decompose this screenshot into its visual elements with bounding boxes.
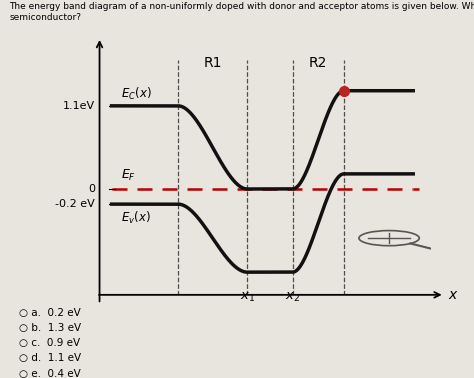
- Text: ○ e.  0.4 eV: ○ e. 0.4 eV: [19, 369, 81, 378]
- Text: 0: 0: [88, 184, 95, 194]
- Text: -0.2 eV: -0.2 eV: [55, 199, 95, 209]
- Text: $x_1$: $x_1$: [240, 291, 255, 304]
- Text: ○ a.  0.2 eV: ○ a. 0.2 eV: [19, 308, 81, 318]
- Text: $E_C(x)$: $E_C(x)$: [121, 86, 151, 102]
- Text: $E_F$: $E_F$: [121, 168, 136, 183]
- Text: R1: R1: [203, 56, 222, 70]
- Text: 1.1eV: 1.1eV: [63, 101, 95, 111]
- Text: semiconductor?: semiconductor?: [9, 13, 82, 22]
- Text: $x$: $x$: [448, 288, 459, 302]
- Text: The energy band diagram of a non-uniformly doped with donor and acceptor atoms i: The energy band diagram of a non-uniform…: [9, 2, 474, 11]
- Text: R2: R2: [309, 56, 328, 70]
- Text: ○ d.  1.1 eV: ○ d. 1.1 eV: [19, 353, 81, 363]
- Text: ○ b.  1.3 eV: ○ b. 1.3 eV: [19, 323, 81, 333]
- Text: $E_v(x)$: $E_v(x)$: [121, 210, 150, 226]
- Text: ○ c.  0.9 eV: ○ c. 0.9 eV: [19, 338, 80, 348]
- Text: $x_2$: $x_2$: [285, 291, 300, 304]
